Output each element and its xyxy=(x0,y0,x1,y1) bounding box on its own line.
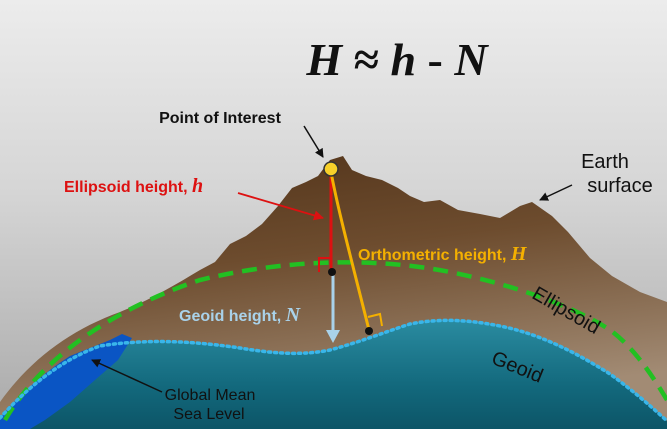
ellipsoid-height-label: Ellipsoid height, h xyxy=(64,175,203,197)
global-mean-sea-level-water xyxy=(0,334,132,429)
formula: H ≈ h - N xyxy=(305,34,489,85)
ellipsoid-height-symbol: h xyxy=(192,175,203,197)
earth-surface-arrow xyxy=(539,184,573,201)
geoid-height-text: Geoid height, xyxy=(179,308,286,325)
orthometric-height-label: Orthometric height, H xyxy=(358,243,528,265)
geoid-height-arrowhead xyxy=(326,330,340,343)
point-of-interest-label: Point of Interest xyxy=(159,110,281,127)
formula-minus: - xyxy=(416,34,454,85)
geoid-point xyxy=(365,327,373,335)
gmsl-label-line2: Sea Level xyxy=(173,406,244,423)
ellipsoid-right-angle-marker xyxy=(318,257,331,272)
orthometric-height-curve xyxy=(329,171,371,331)
geoid-line xyxy=(0,318,667,423)
formula-h: h xyxy=(390,34,416,85)
gmsl-arrow xyxy=(91,359,163,393)
ellipsoid-height-text: Ellipsoid height, xyxy=(64,179,192,196)
earth-surface-label-line1: Earth xyxy=(581,151,629,173)
formula-approx: ≈ xyxy=(342,34,390,85)
ellipsoid-height-arrow xyxy=(237,192,324,221)
geoid-right-angle-marker xyxy=(367,312,383,327)
orthometric-height-text: Orthometric height, xyxy=(358,247,511,264)
formula-N: N xyxy=(453,34,489,85)
formula-H: H xyxy=(305,34,343,85)
geoid-height-label: Geoid height, N xyxy=(179,304,302,326)
orthometric-height-symbol: H xyxy=(510,243,528,265)
gmsl-label-line1: Global Mean xyxy=(165,387,256,404)
ellipsoid-point xyxy=(328,268,336,276)
geoid-ocean xyxy=(0,320,667,429)
earth-surface-label-line2: surface xyxy=(587,175,653,197)
geoid-height-symbol: N xyxy=(285,304,302,326)
point-of-interest-arrow xyxy=(303,125,324,158)
point-of-interest-marker xyxy=(323,161,339,177)
